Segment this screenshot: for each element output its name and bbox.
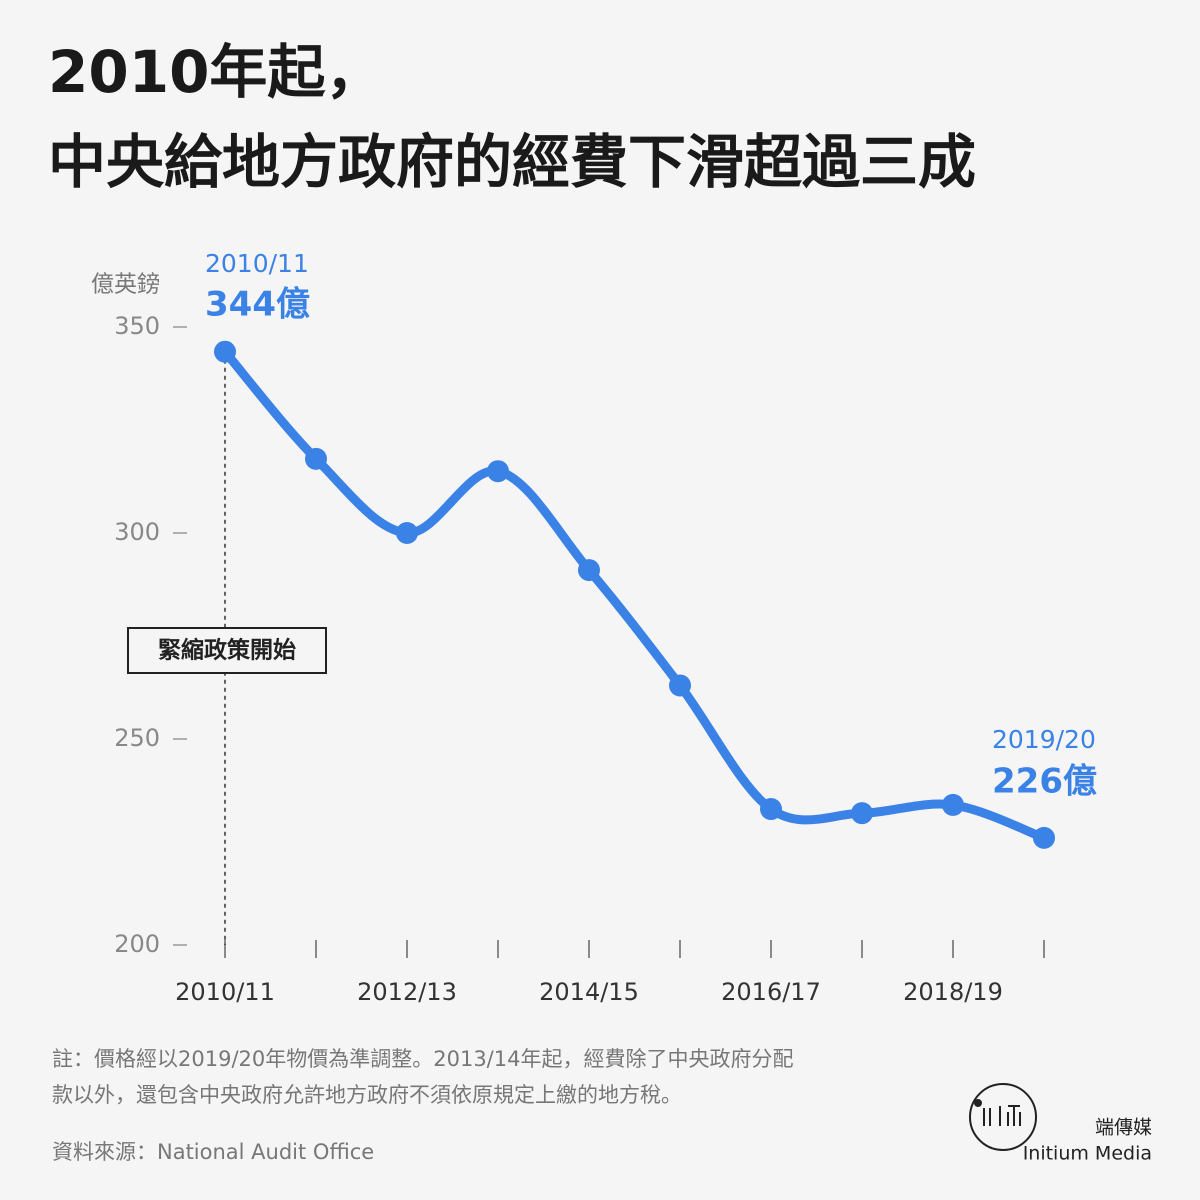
x-tick-label: 2016/17: [721, 978, 821, 1006]
data-point: [1033, 826, 1055, 849]
point-label: 2010/11: [205, 249, 309, 278]
data-point: [305, 447, 327, 470]
data-point: [214, 340, 236, 363]
logo-dot: [974, 1099, 982, 1107]
data-point: [942, 793, 964, 816]
data-point: [396, 522, 418, 544]
y-tick-label: 350: [114, 312, 160, 340]
x-tick-label: 2018/19: [903, 978, 1003, 1006]
x-tick-label: 2012/13: [357, 978, 457, 1006]
logo-circle: [969, 1083, 1037, 1151]
value-label: 226億: [992, 762, 1097, 802]
y-tick-label: 250: [114, 724, 160, 752]
note: 款以外，還包含中央政府允許地方政府不須依原規定上繳的地方稅。: [52, 1083, 682, 1107]
brand-name: 端傳媒: [1095, 1117, 1152, 1139]
data-point: [578, 559, 600, 582]
x-tick-label: 2014/15: [539, 978, 639, 1006]
chart-title: 中央給地方政府的經費下滑超過三成: [48, 128, 976, 196]
x-tick-label: 2010/11: [175, 978, 275, 1006]
y-axis-label: 億英鎊: [91, 272, 160, 298]
chart-title: 2010年起，: [48, 38, 383, 106]
brand-name: Initium Media: [1023, 1143, 1152, 1165]
source: 資料來源：National Audit Office: [52, 1140, 374, 1164]
annotation: 緊縮政策開始: [158, 637, 296, 664]
y-tick-label: 200: [114, 930, 160, 958]
y-tick-label: 300: [114, 518, 160, 546]
point-label: 2019/20: [992, 725, 1096, 754]
annotation-box: [127, 627, 327, 674]
data-point: [760, 798, 782, 821]
data-point: [487, 460, 509, 483]
data-point: [851, 802, 873, 825]
logo: [969, 1083, 1037, 1151]
note: 註：價格經以2019/20年物價為準調整。2013/14年起，經費除了中央政府分…: [52, 1047, 793, 1071]
logo-glyph: [983, 1105, 1021, 1126]
value-label: 344億: [205, 285, 310, 325]
data-point: [669, 674, 691, 697]
data-line: [220, 347, 1049, 843]
